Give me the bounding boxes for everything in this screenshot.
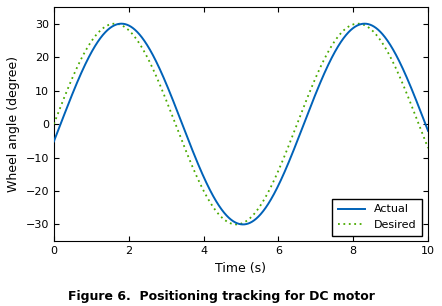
Desired — [233, 222, 239, 226]
Actual — [415, 102, 420, 105]
Desired — [51, 122, 57, 126]
Desired — [234, 222, 239, 226]
Actual — [425, 129, 431, 133]
Desired — [425, 146, 431, 150]
Actual — [223, 213, 229, 217]
Line: Desired: Desired — [54, 24, 428, 224]
Actual — [70, 91, 76, 94]
Actual — [362, 22, 367, 25]
Text: Figure 6.  Positioning tracking for DC motor: Figure 6. Positioning tracking for DC mo… — [68, 290, 374, 303]
Desired — [415, 119, 420, 123]
Actual — [51, 140, 57, 143]
Legend: Actual, Desired: Actual, Desired — [332, 199, 423, 236]
Desired — [112, 22, 117, 25]
Desired — [415, 119, 420, 122]
X-axis label: Time (s): Time (s) — [215, 262, 267, 274]
Desired — [346, 24, 351, 28]
Actual — [233, 221, 239, 225]
Line: Actual: Actual — [54, 24, 428, 224]
Actual — [240, 222, 246, 226]
Desired — [223, 219, 229, 223]
Actual — [346, 30, 351, 34]
Y-axis label: Wheel angle (degree): Wheel angle (degree) — [7, 56, 20, 192]
Actual — [415, 102, 420, 106]
Desired — [70, 75, 76, 78]
